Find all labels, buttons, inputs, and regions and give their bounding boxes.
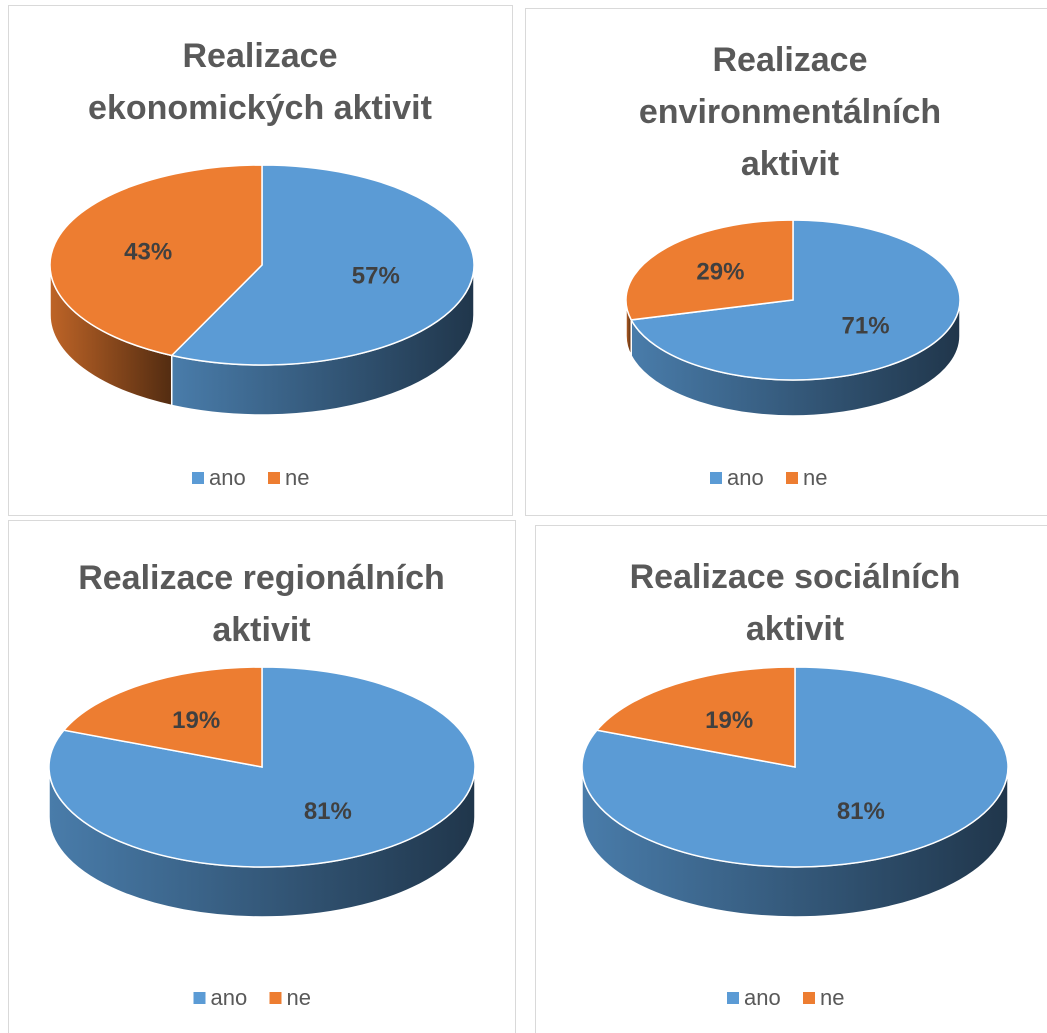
data-label: 81% <box>304 798 352 825</box>
legend-swatch <box>193 992 206 1004</box>
pie-slice <box>62 666 263 768</box>
data-label: 43% <box>124 238 172 265</box>
chart-title: Realizace ekonomických aktivit <box>8 30 512 134</box>
pie-slice <box>49 164 263 357</box>
legend-label: ne <box>803 465 827 490</box>
pie-slice <box>625 219 794 321</box>
legend-label: ne <box>820 985 844 1010</box>
legend-label: ne <box>287 985 311 1010</box>
data-label: 29% <box>696 258 744 285</box>
chart-title: Realizace regionálních aktivit <box>8 552 515 656</box>
data-label: 71% <box>842 312 890 339</box>
legend-swatch <box>710 472 722 484</box>
pie-slice <box>595 666 796 768</box>
legend-swatch <box>727 992 739 1004</box>
chart-title: Realizace environmentálních aktivit <box>525 34 1047 190</box>
chart-title: Realizace sociálních aktivit <box>535 551 1047 655</box>
title-text: Realizace sociálních aktivit <box>629 558 961 648</box>
data-label: 19% <box>705 707 753 734</box>
data-label: 81% <box>837 798 885 825</box>
legend-swatch <box>803 992 815 1004</box>
title-text: Realizace environmentálních aktivit <box>638 41 942 183</box>
pie-slice <box>170 164 475 366</box>
legend-label: ano <box>744 985 781 1010</box>
legend-label: ne <box>285 465 309 490</box>
panel-border <box>535 525 1047 1033</box>
data-label: 57% <box>352 262 400 289</box>
panel-border <box>8 520 516 1033</box>
legend-label: ano <box>211 985 248 1010</box>
panel-border <box>8 5 513 516</box>
title-text: Realizace ekonomických aktivit <box>88 37 432 127</box>
pie-slice <box>630 219 961 381</box>
legend-label: ano <box>727 465 764 490</box>
title-text: Realizace regionálních aktivit <box>78 559 445 649</box>
panel-border <box>525 8 1047 516</box>
legend-swatch <box>786 472 798 484</box>
legend-swatch <box>269 992 282 1004</box>
data-label: 19% <box>172 707 220 734</box>
legend-swatch <box>192 472 204 484</box>
legend-label: ano <box>209 465 246 490</box>
legend-swatch <box>268 472 280 484</box>
